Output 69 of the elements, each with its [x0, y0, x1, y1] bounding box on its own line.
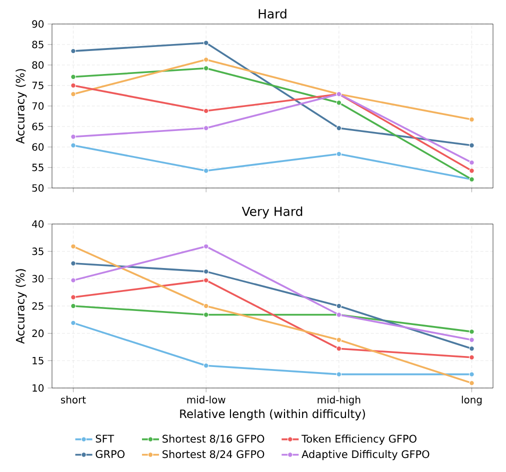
point: [336, 337, 342, 343]
point: [70, 278, 76, 283]
point: [70, 303, 76, 309]
point: [336, 100, 342, 106]
point: [203, 56, 209, 62]
point: [469, 168, 474, 174]
x-tick-label: short: [61, 396, 86, 404]
y-tick-label: 40: [32, 220, 44, 228]
legend-label: Adaptive Difficulty GFPO: [302, 450, 430, 460]
legend-label: Shortest 8/24 GFPO: [162, 450, 264, 459]
point: [70, 48, 76, 54]
y-tick-label: 90: [32, 20, 44, 28]
point: [469, 354, 474, 360]
y-tick-label: 60: [32, 143, 44, 151]
point: [70, 320, 76, 326]
y-axis-title: Accuracy (%): [16, 269, 27, 344]
point: [70, 91, 76, 97]
x-axis-title: Relative length (within difficulty): [180, 409, 365, 420]
point: [203, 168, 209, 174]
chart-title: Very Hard: [242, 206, 302, 219]
x-tick-label: long: [462, 396, 482, 406]
y-tick-label: 15: [32, 356, 44, 364]
y-tick-label: 10: [32, 384, 44, 392]
point: [336, 125, 342, 131]
legend-label: Shortest 8/16 GFPO: [162, 434, 264, 444]
y-tick-label: 85: [32, 40, 44, 48]
y-tick-label: 55: [32, 164, 44, 172]
point: [336, 303, 342, 309]
point: [336, 151, 342, 157]
point: [469, 329, 474, 334]
point: [469, 337, 474, 343]
point: [469, 116, 474, 122]
point: [203, 108, 209, 114]
point: [70, 294, 76, 300]
y-tick-label: 25: [32, 302, 44, 310]
point: [336, 346, 342, 352]
y-tick-label: 20: [32, 330, 44, 338]
y-tick-label: 30: [32, 274, 44, 282]
point: [469, 372, 474, 378]
point: [203, 303, 209, 309]
point: [469, 160, 474, 166]
y-tick-label: 50: [32, 184, 44, 192]
x-tick-label: mid-low: [187, 396, 226, 404]
point: [469, 346, 474, 352]
point: [70, 82, 76, 88]
point: [203, 268, 209, 274]
point: [469, 142, 474, 148]
y-tick-label: 75: [32, 82, 44, 90]
x-tick-label: mid-high: [318, 396, 360, 406]
y-tick-label: 65: [32, 122, 44, 130]
y-tick-label: 80: [32, 61, 44, 69]
point: [70, 134, 76, 140]
y-tick-label: 35: [32, 248, 44, 256]
point: [203, 40, 209, 46]
point: [203, 312, 209, 318]
point: [70, 260, 76, 266]
point: [203, 125, 209, 131]
point: [469, 380, 474, 386]
point: [70, 142, 76, 148]
point: [203, 66, 209, 71]
point: [336, 372, 342, 378]
point: [70, 74, 76, 80]
chart-title: Hard: [258, 8, 286, 18]
legend-label: GRPO: [96, 450, 125, 458]
legend-label: Token Efficiency GFPO: [302, 434, 416, 445]
legend-label: SFT: [96, 434, 114, 443]
point: [203, 278, 209, 283]
y-axis-title: Accuracy (%): [16, 69, 27, 144]
y-tick-label: 70: [32, 102, 44, 110]
